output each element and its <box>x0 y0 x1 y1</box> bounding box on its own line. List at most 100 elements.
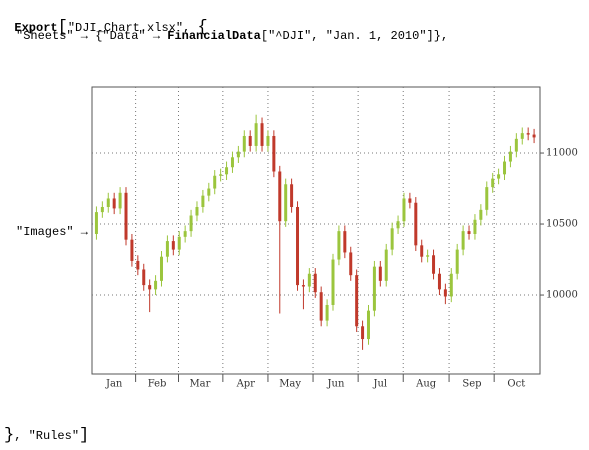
bar-body <box>479 209 483 220</box>
bar-body <box>242 135 246 152</box>
bar-body <box>337 231 341 260</box>
bar-body <box>254 123 258 146</box>
bar-body <box>437 273 441 290</box>
bar-body <box>384 249 388 281</box>
code-token: "DJI_Chart.xlsx" <box>67 21 184 35</box>
code-token: , <box>183 21 198 35</box>
bar-body <box>225 167 229 175</box>
code-token: "Data" <box>102 29 146 43</box>
x-tick-label: Oct <box>507 379 525 390</box>
bar-body <box>402 198 406 222</box>
bar-body <box>343 231 347 253</box>
code-token: { <box>95 29 103 43</box>
bar-body <box>266 135 270 146</box>
bar-body <box>272 135 276 172</box>
code-token: } <box>433 29 441 43</box>
bar-body <box>325 304 329 321</box>
bar-body <box>449 273 453 297</box>
bar-body <box>165 241 169 257</box>
bar-body <box>378 266 382 281</box>
bar-body <box>473 219 477 234</box>
code-token: Export <box>14 21 58 35</box>
y-tick-label: 10500 <box>546 219 578 230</box>
code-token: → <box>73 29 96 43</box>
bar-body <box>100 206 104 213</box>
code-token: "Rules" <box>28 429 80 443</box>
bar-body <box>390 228 394 250</box>
code-token: , <box>311 29 326 43</box>
bar-body <box>142 269 146 286</box>
bar-body <box>284 184 288 222</box>
code-token: , <box>14 429 29 443</box>
code-token: → <box>145 29 168 43</box>
code-token: [ <box>57 18 68 37</box>
code-token: "^DJI" <box>268 29 312 43</box>
bar-body <box>94 212 98 234</box>
code-token: "Images" <box>16 225 74 239</box>
bar-body <box>219 174 223 176</box>
code-line: "Images" → <box>16 225 88 239</box>
bar-body <box>532 134 536 138</box>
bar-body <box>414 202 418 246</box>
bar-body <box>485 187 489 210</box>
x-tick-label: Aug <box>415 379 437 390</box>
bar-body <box>372 266 376 311</box>
bar-body <box>526 133 530 135</box>
bar-body <box>508 151 512 162</box>
bar-body <box>112 198 116 209</box>
code-token: } <box>4 426 15 445</box>
bar-body <box>491 178 495 188</box>
code-token: → <box>73 225 89 239</box>
bar-body <box>183 231 187 237</box>
bar-body <box>355 275 359 327</box>
x-tick-label: Apr <box>236 379 256 390</box>
bar-body <box>503 161 507 175</box>
bar-body <box>467 231 471 234</box>
bar-body <box>520 133 524 139</box>
bar-body <box>331 259 335 305</box>
bar-body <box>420 245 424 257</box>
x-tick-label: Feb <box>148 379 167 390</box>
bar-body <box>201 195 205 207</box>
code-token: ] <box>426 29 434 43</box>
bar-body <box>213 175 217 189</box>
bar-body <box>426 255 430 257</box>
bar-body <box>171 241 175 250</box>
bar-body <box>195 206 199 216</box>
code-line: }, "Rules"] <box>4 426 89 445</box>
bar-body <box>366 310 370 340</box>
bar-body <box>248 135 252 146</box>
x-tick-label: Jan <box>105 379 123 390</box>
x-tick-label: May <box>279 379 301 390</box>
plot-frame <box>91 86 541 375</box>
bar-body <box>432 255 436 274</box>
bar-body <box>497 174 501 179</box>
bar-body <box>307 273 311 287</box>
code-token: ] <box>79 426 90 445</box>
bar-body <box>106 198 110 207</box>
code-token: "Jan. 1, 2010" <box>325 29 427 43</box>
bar-body <box>236 151 240 158</box>
bar-body <box>177 236 181 250</box>
bar-body <box>396 221 400 229</box>
code-line: "Sheets" → {"Data" → FinancialData["^DJI… <box>16 29 448 43</box>
x-tick-label: Jun <box>327 379 345 390</box>
bar-body <box>301 285 305 287</box>
bar-body <box>136 260 140 270</box>
bar-body <box>455 249 459 274</box>
bar-body <box>313 273 317 293</box>
bar-body <box>514 138 518 152</box>
code-token: { <box>197 18 208 37</box>
y-tick-label: 11000 <box>546 148 578 159</box>
bar-body <box>260 123 264 146</box>
bar-body <box>148 285 152 290</box>
x-tick-label: Mar <box>189 379 210 390</box>
bar-body <box>319 292 323 321</box>
code-token: FinancialData <box>167 29 261 43</box>
bar-body <box>159 256 163 281</box>
code-token: , <box>440 29 449 43</box>
bar-body <box>118 192 122 209</box>
bar-body <box>296 206 300 286</box>
